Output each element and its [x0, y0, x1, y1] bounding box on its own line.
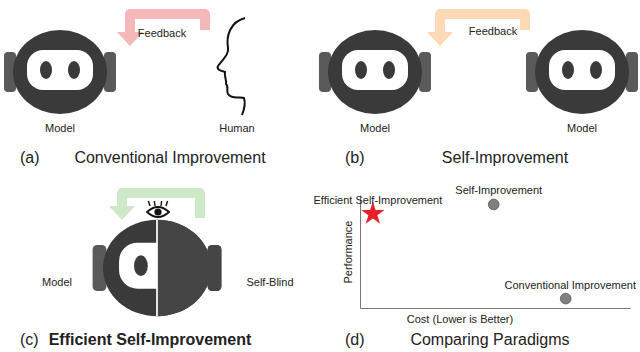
- arrow-shaft: [122, 193, 200, 218]
- figure: Feedback Model Human (a) Conventional Improv…: [0, 0, 640, 352]
- robot-face: [27, 50, 93, 90]
- node-label: Self-Blind: [246, 276, 293, 288]
- robot-eye: [68, 61, 80, 79]
- robot-head: [13, 30, 107, 114]
- arrow-head: [427, 32, 453, 46]
- human-profile: [218, 18, 245, 115]
- point-label: Efficient Self-Improvement: [313, 194, 442, 206]
- divider: [156, 220, 158, 317]
- point: [488, 199, 499, 210]
- panel-tag: (c): [20, 331, 39, 348]
- point-label: Self-Improvement: [455, 184, 542, 196]
- robot-eye: [383, 61, 395, 79]
- eye-lash: [148, 201, 150, 206]
- robot-eye: [562, 61, 574, 79]
- x-axis-title: Cost (Lower is Better): [407, 313, 513, 325]
- point-labels: Efficient Self-Improvement Self-Improveme…: [313, 184, 636, 290]
- node-label: Model: [42, 276, 72, 288]
- robot-head: [535, 30, 629, 114]
- feedback-arrow: [117, 14, 205, 46]
- robot-eye: [40, 61, 52, 79]
- node-label: Human: [219, 122, 254, 134]
- panel-tag: (b): [345, 149, 365, 166]
- eye-outline: [147, 207, 169, 217]
- eye-icon: [147, 201, 169, 217]
- panel-tag: (d): [345, 331, 365, 348]
- point-label: Conventional Improvement: [505, 279, 636, 291]
- arrow-label: Feedback: [138, 27, 187, 39]
- arrow-head: [109, 206, 135, 220]
- panel-caption: Conventional Improvement: [74, 149, 266, 166]
- robot-ear: [208, 245, 222, 291]
- y-axis-title: Performance: [342, 221, 354, 284]
- eye-lash: [154, 201, 156, 206]
- robot-head: [103, 220, 211, 317]
- half-robot: [93, 220, 222, 317]
- axis-line: [360, 196, 361, 309]
- robot-face: [549, 50, 615, 90]
- panel-caption: Self-Improvement: [442, 149, 569, 166]
- robot-head: [328, 30, 422, 114]
- feedback-arrow: [427, 14, 525, 46]
- node-label: Model: [45, 122, 75, 134]
- eye-pupil: [154, 208, 161, 215]
- node-label: Model: [360, 122, 390, 134]
- panel-tag: (a): [20, 149, 40, 166]
- robot-eye: [134, 255, 148, 276]
- panel-caption: Comparing Paradigms: [410, 331, 569, 348]
- robot-ear: [208, 245, 222, 291]
- eye-lash: [160, 201, 162, 206]
- point: [560, 293, 571, 304]
- panel-caption: Efficient Self-Improvement: [49, 331, 252, 348]
- robot-eye: [590, 61, 602, 79]
- robot-eye: [355, 61, 367, 79]
- axis-line: [361, 308, 631, 309]
- robot: [4, 30, 116, 114]
- feedback-arrow: [109, 193, 200, 220]
- y-axis: [360, 196, 361, 309]
- robot: [319, 30, 431, 114]
- arrow-label: Feedback: [469, 25, 518, 37]
- robot-face: [342, 50, 408, 90]
- x-axis: [361, 308, 631, 309]
- robot: [526, 30, 638, 114]
- blind-half: [157, 220, 211, 317]
- eye-lash: [166, 201, 168, 206]
- node-label: Model: [567, 122, 597, 134]
